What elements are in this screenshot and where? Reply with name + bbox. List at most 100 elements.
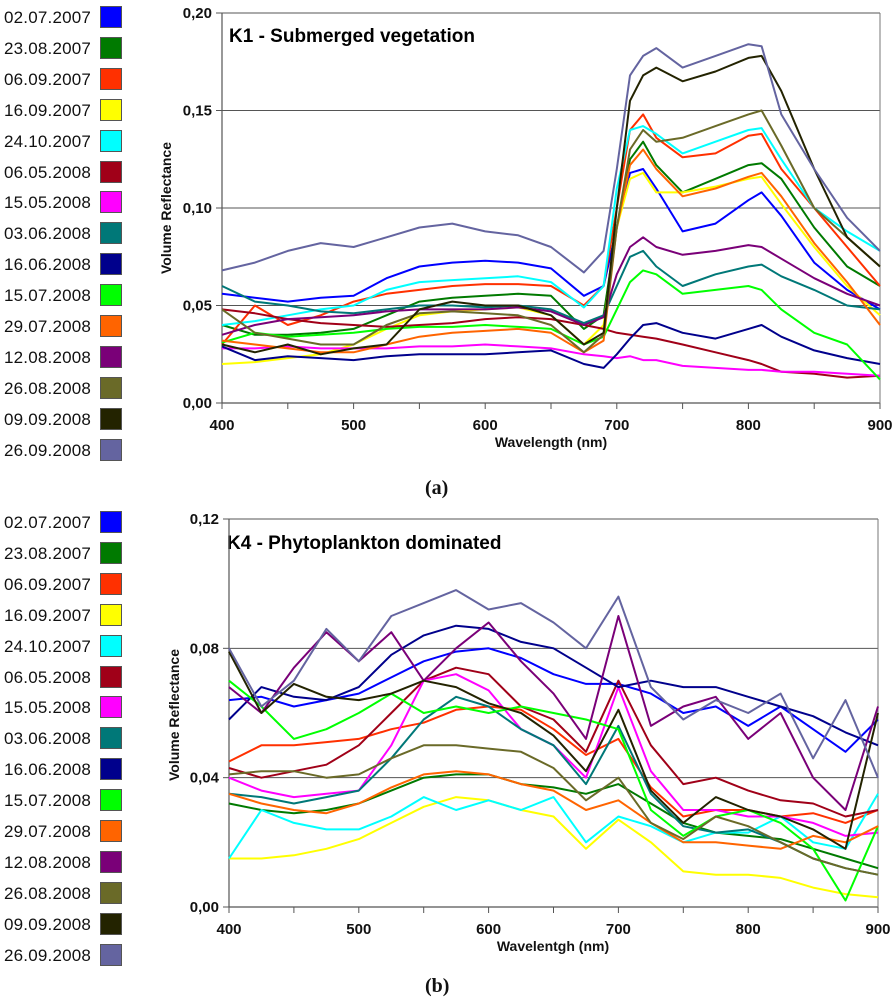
legend-item: 03.06.2008 <box>0 725 130 755</box>
legend-swatch <box>100 665 122 688</box>
legend-label: 12.08.2008 <box>4 852 92 872</box>
legend-swatch <box>100 98 122 121</box>
legend-item: 09.09.2008 <box>0 911 130 941</box>
legend-swatch <box>100 603 122 626</box>
caption-a: (a) <box>425 477 449 499</box>
series-line <box>221 109 881 354</box>
legend-item: 15.07.2008 <box>0 787 130 817</box>
x-tick-label: 500 <box>341 417 366 434</box>
legend-swatch <box>100 634 122 657</box>
legend-label: 02.07.2007 <box>4 8 92 27</box>
series-line <box>228 770 879 850</box>
legend-label: 03.06.2008 <box>4 729 92 749</box>
legend-label: 03.06.2008 <box>4 224 92 244</box>
series-line <box>221 43 881 274</box>
legend-item: 02.07.2007 <box>0 4 130 34</box>
legend-item: 16.06.2008 <box>0 251 130 281</box>
x-tick-label: 800 <box>736 417 761 434</box>
x-tick-label: 600 <box>473 417 498 434</box>
series-line <box>228 589 879 779</box>
legend-item: 23.08.2007 <box>0 35 130 65</box>
y-tick-label: 0,10 <box>183 200 212 217</box>
legend-label: 16.09.2007 <box>4 605 92 625</box>
legend-item: 26.08.2008 <box>0 880 130 910</box>
y-tick-label: 0,04 <box>190 770 220 787</box>
legend-swatch <box>100 541 122 564</box>
legend-item: 03.06.2008 <box>0 220 130 250</box>
chart-k4-phytoplankton-dominated: K4 - Phytoplankton dominated Wavelentgh … <box>166 511 891 954</box>
legend-swatch <box>100 572 122 595</box>
series-line <box>228 679 879 902</box>
legend-swatch <box>100 758 122 781</box>
legend-label: 09.09.2008 <box>4 409 92 429</box>
x-axis-title: Wavelentgh (nm) <box>497 938 609 954</box>
x-tick-label: 700 <box>606 921 631 938</box>
legend-label: 15.07.2008 <box>4 791 92 811</box>
legend-item: 06.05.2008 <box>0 159 130 189</box>
legend-swatch <box>100 222 122 245</box>
x-axis-title: Wavelength (nm) <box>495 434 607 450</box>
legend-label: 06.05.2008 <box>4 162 92 182</box>
x-tick-label: 700 <box>604 417 629 434</box>
x-tick-label: 600 <box>476 921 501 938</box>
legend-swatch <box>100 912 122 935</box>
legend-swatch <box>100 438 122 461</box>
legend-swatch <box>100 315 122 337</box>
legend-label: 06.09.2007 <box>4 574 92 594</box>
legend-item: 06.05.2008 <box>0 664 130 694</box>
legend-item: 09.09.2008 <box>0 406 130 436</box>
legend-item: 26.08.2008 <box>0 375 130 405</box>
legend-item: 15.07.2008 <box>0 282 130 312</box>
legend-label: 29.07.2008 <box>4 317 92 336</box>
series-line <box>228 773 879 870</box>
legend-label: 16.09.2007 <box>4 100 92 120</box>
legend-swatch <box>100 284 122 307</box>
x-tick-label: 900 <box>865 921 890 938</box>
legend-label: 06.09.2007 <box>4 69 92 89</box>
legend-item: 26.09.2008 <box>0 437 130 467</box>
series-line <box>221 125 881 326</box>
legend-item: 12.08.2008 <box>0 849 130 879</box>
series-line <box>228 744 879 876</box>
legend-item: 29.07.2008 <box>0 818 130 848</box>
x-tick-label: 400 <box>209 417 234 434</box>
series-line <box>221 54 881 356</box>
legend-swatch <box>100 511 122 533</box>
y-tick-label: 0,12 <box>190 511 219 528</box>
legend-swatch <box>100 881 122 904</box>
legend-swatch <box>100 191 122 214</box>
y-tick-label: 0,05 <box>183 298 212 315</box>
legend-item: 16.06.2008 <box>0 756 130 786</box>
legend-label: 16.06.2008 <box>4 760 92 780</box>
chart-title: K4 - Phytoplankton dominated <box>227 533 501 554</box>
legend-item: 16.09.2007 <box>0 602 130 632</box>
legend-swatch <box>100 696 122 719</box>
gridlines <box>222 12 880 306</box>
legend-swatch <box>100 67 122 90</box>
legend-item: 06.09.2007 <box>0 571 130 601</box>
legend-label: 12.08.2008 <box>4 347 92 367</box>
legend-label: 15.05.2008 <box>4 698 92 718</box>
y-tick-label: 0,08 <box>190 640 219 657</box>
legend-label: 15.07.2008 <box>4 286 92 306</box>
series-line <box>221 168 881 311</box>
legend-swatch <box>100 129 122 152</box>
series-line <box>228 666 879 818</box>
y-tick-label: 0,15 <box>183 103 212 120</box>
legend-label: 23.08.2007 <box>4 38 92 58</box>
legend-swatch <box>100 850 122 873</box>
series-line <box>228 673 879 837</box>
legend-item: 16.09.2007 <box>0 97 130 127</box>
y-tick-label: 0,00 <box>183 395 212 412</box>
legend-label: 09.09.2008 <box>4 914 92 934</box>
series-line <box>221 148 881 354</box>
series-line <box>228 651 879 850</box>
chart-title: K1 - Submerged vegetation <box>229 26 475 47</box>
series-line <box>228 793 879 860</box>
chart-k1-submerged-vegetation: K1 - Submerged vegetation Wavelength (nm… <box>158 5 893 450</box>
legend-item: 12.08.2008 <box>0 344 130 374</box>
legend-label: 24.10.2007 <box>4 636 92 656</box>
y-tick-label: 0,00 <box>190 899 219 916</box>
legend-label: 24.10.2007 <box>4 131 92 151</box>
series-line <box>221 236 881 336</box>
